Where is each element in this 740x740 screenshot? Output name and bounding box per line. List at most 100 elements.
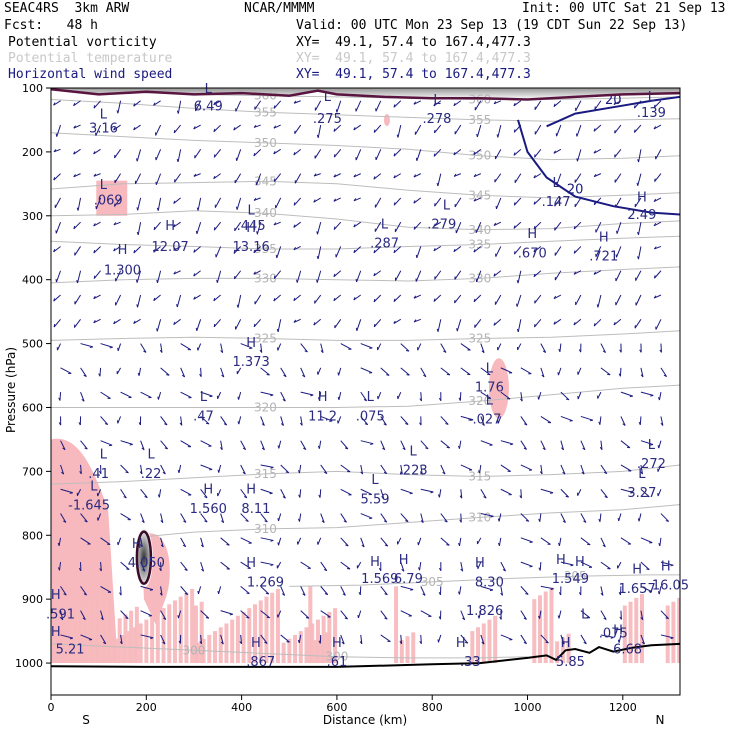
wind-arrow-head — [57, 542, 60, 546]
wind-arrow-head — [275, 254, 278, 259]
wind-arrow-head — [462, 617, 465, 621]
wind-arrow — [560, 488, 569, 498]
wind-arrow-head — [561, 447, 564, 451]
wind-arrow-head — [213, 101, 216, 105]
wind-arrow — [60, 634, 74, 639]
wind-arrow-head — [665, 617, 669, 620]
wind-arrow — [157, 270, 162, 284]
wind-arrow-head — [138, 422, 141, 426]
wind-arrow — [260, 416, 265, 426]
extremum-letter: H — [613, 623, 623, 638]
wind-arrow — [276, 246, 282, 259]
wind-arrow-head — [253, 197, 257, 201]
extremum-value: .272 — [637, 457, 666, 472]
wind-arrow-head — [157, 396, 159, 400]
wind-arrow-head — [481, 641, 485, 645]
wind-arrow — [196, 222, 202, 235]
wind-arrow — [95, 124, 102, 136]
extremum-letter: L — [486, 393, 494, 408]
wind-arrow-head — [261, 447, 265, 451]
axes: 0 200 400 600 800 1000 1200 100 200 300 400 500 600 7… — [15, 82, 637, 714]
wind-arrow — [559, 343, 562, 352]
wind-arrow — [500, 464, 511, 472]
wind-arrow — [320, 610, 331, 618]
x-tick-label: 200 — [136, 701, 157, 714]
wind-arrow-head — [333, 154, 336, 158]
wind-arrow-head — [62, 447, 66, 451]
wind-arrow — [99, 367, 102, 377]
wind-arrow-head — [217, 590, 220, 595]
wind-arrow-head — [633, 105, 636, 109]
wind-arrow-head — [636, 182, 639, 186]
wind-arrow — [520, 440, 527, 450]
wind-arrow — [394, 221, 402, 233]
wind-arrow — [415, 270, 422, 282]
wind-arrow — [600, 367, 611, 376]
wind-arrow-head — [384, 617, 388, 620]
wind-arrow — [73, 100, 81, 107]
extremum-value: .139 — [637, 106, 666, 121]
wind-arrow-head — [573, 271, 577, 275]
wind-arrow-head — [665, 520, 669, 522]
wind-arrow-head — [437, 639, 439, 643]
x-tick-label: 1000 — [514, 701, 542, 714]
wind-arrow — [273, 221, 281, 226]
wind-arrow — [420, 440, 429, 450]
wind-arrow-head — [533, 225, 536, 230]
wind-arrow — [260, 391, 274, 396]
wind-arrow — [240, 513, 249, 522]
wind-arrow — [278, 537, 282, 546]
wind-arrow — [558, 610, 562, 619]
wind-arrow — [360, 391, 368, 402]
negative-pv-streak — [399, 640, 404, 664]
wind-arrow-head — [129, 443, 133, 446]
wind-arrow — [200, 440, 212, 447]
wind-arrow — [238, 416, 242, 425]
negative-pv-shading — [51, 113, 680, 664]
wind-arrow-head — [137, 372, 140, 376]
wind-arrow — [95, 197, 102, 210]
wind-arrow — [60, 513, 67, 523]
negative-pv-streak — [319, 636, 324, 664]
wind-arrow-head — [76, 207, 79, 211]
negative-pv-streak — [476, 627, 481, 664]
wind-arrow-head — [73, 151, 76, 155]
wind-arrow-head — [476, 133, 478, 138]
wind-arrow — [657, 489, 662, 497]
wind-arrow — [433, 148, 442, 157]
wind-arrow-head — [405, 423, 409, 425]
negative-pv-streak — [314, 640, 319, 664]
wind-arrow — [498, 537, 502, 546]
y-tick-label: 900 — [22, 593, 43, 606]
wind-arrow-head — [637, 256, 639, 260]
wind-arrow — [277, 343, 282, 351]
wind-arrow — [654, 173, 662, 182]
wind-arrow-head — [335, 109, 338, 113]
wind-arrow — [595, 221, 602, 233]
wind-arrow — [380, 367, 390, 376]
wind-arrow-head — [299, 422, 303, 426]
wind-arrow — [196, 319, 202, 331]
wind-arrow-head — [493, 101, 497, 105]
extremum-value: .075 — [356, 409, 385, 424]
wind-arrow — [480, 634, 485, 645]
wind-arrow — [80, 343, 93, 348]
wind-arrow-head — [386, 374, 390, 376]
wind-arrow-head — [553, 103, 556, 107]
wind-arrow-head — [500, 592, 503, 596]
wind-arrow — [137, 197, 142, 211]
wind-arrow — [235, 319, 242, 330]
wind-arrow — [173, 270, 181, 275]
wind-arrow — [454, 124, 462, 135]
extremum-letter: L — [205, 82, 213, 97]
wind-arrow-head — [473, 298, 476, 302]
wind-arrow-head — [293, 224, 296, 228]
wind-arrow — [500, 586, 504, 596]
wind-arrow — [117, 100, 122, 114]
wind-arrow-head — [333, 128, 336, 132]
wind-arrow — [640, 561, 650, 571]
extremum-letter: L — [410, 444, 418, 459]
wind-arrow-head — [613, 101, 617, 105]
wind-arrow-head — [516, 303, 518, 307]
wind-arrow-head — [553, 295, 557, 299]
